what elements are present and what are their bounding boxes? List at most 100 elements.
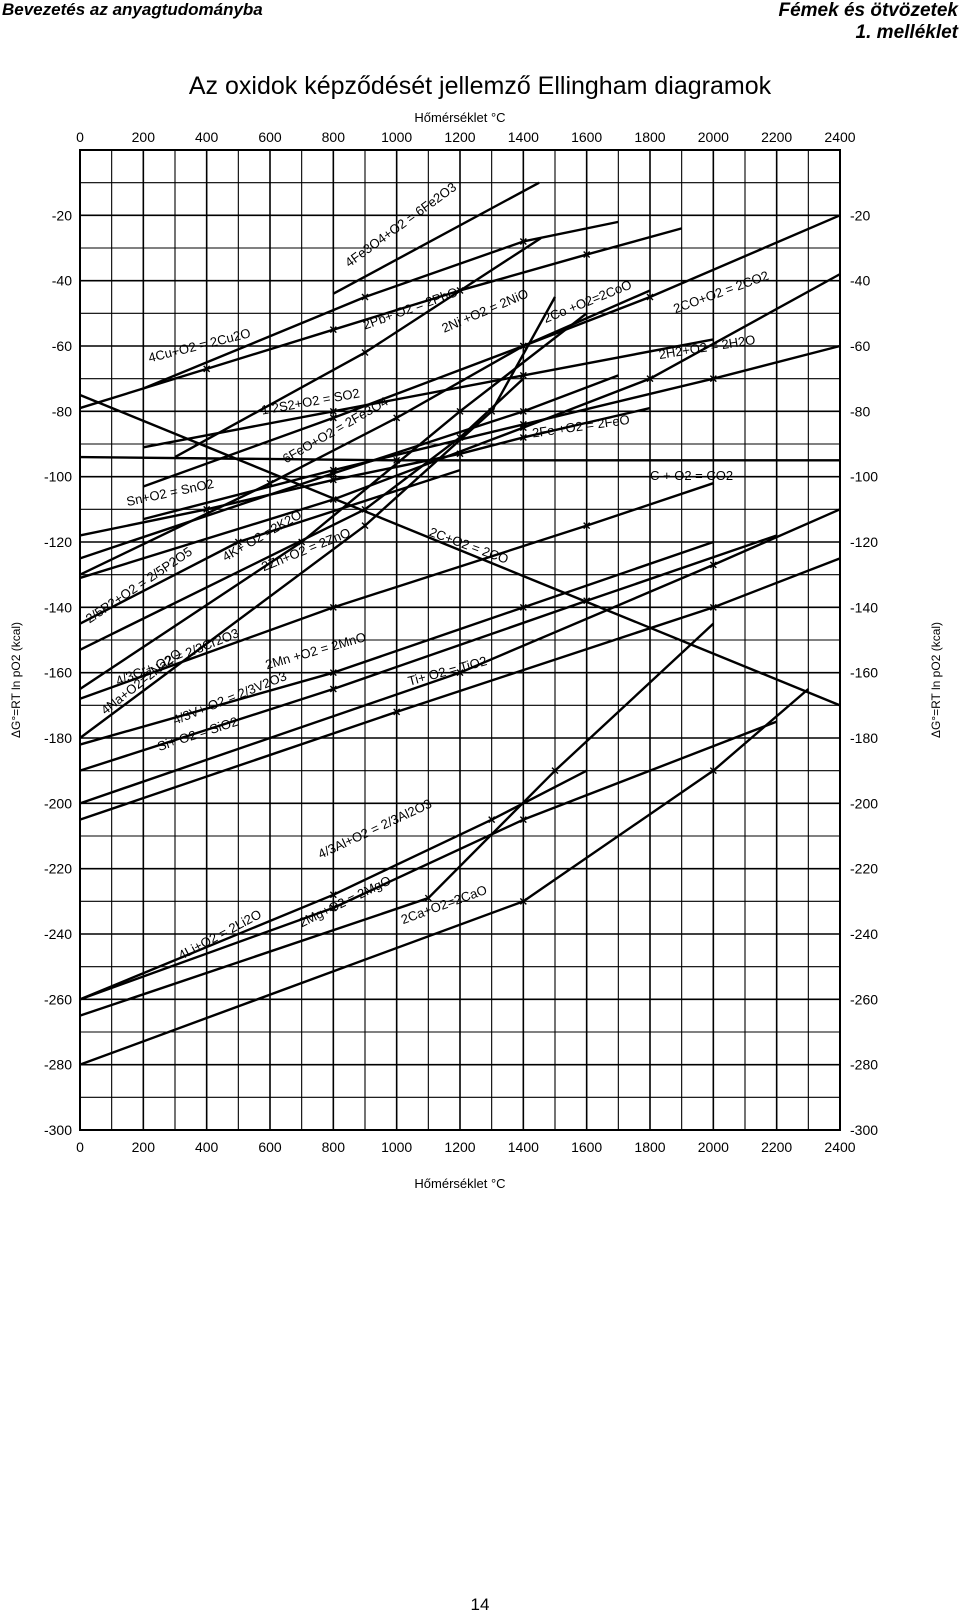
series-line	[79, 296, 557, 739]
series-label: 4Na+O2=2Na2O	[98, 646, 184, 718]
y-tick-label-left: -40	[52, 273, 72, 289]
transition-marker	[329, 603, 337, 611]
transition-marker	[519, 342, 527, 350]
transition-marker	[393, 708, 401, 716]
transition-marker	[583, 522, 591, 530]
x-tick-label-bottom: 1000	[381, 1139, 412, 1155]
y-tick-label-left: -20	[52, 207, 72, 223]
x-tick-label-bottom: 600	[258, 1139, 282, 1155]
transition-marker	[488, 816, 496, 824]
transition-marker	[456, 669, 464, 677]
transition-marker	[393, 414, 401, 422]
left-axis-label: ΔG°=RT ln pO2 (kcal)	[9, 622, 23, 738]
series-line	[79, 312, 588, 691]
y-tick-label-right: -20	[850, 207, 870, 223]
x-tick-label-top: 200	[132, 129, 156, 145]
transition-marker	[456, 450, 464, 458]
series-line	[79, 374, 619, 560]
y-tick-label-right: -100	[850, 469, 878, 485]
transition-marker	[551, 767, 559, 775]
x-tick-label-top: 2000	[698, 129, 729, 145]
y-tick-label-right: -240	[850, 926, 878, 942]
header-right-subtitle: 1. melléklet	[855, 22, 958, 43]
y-tick-label-left: -160	[44, 665, 72, 681]
bottom-axis-label: Hőmérséklet °C	[414, 1176, 505, 1191]
x-tick-label-top: 1200	[444, 129, 475, 145]
x-tick-label-top: 2200	[761, 129, 792, 145]
x-tick-label-top: 1000	[381, 129, 412, 145]
y-tick-label-right: -220	[850, 861, 878, 877]
series-line	[79, 557, 841, 821]
y-tick-label-right: -120	[850, 534, 878, 550]
series-label: 2/5P2+O2 = 2/5P2O5	[83, 544, 195, 626]
transition-marker	[361, 522, 369, 530]
series-line	[79, 720, 778, 1001]
series-line	[79, 377, 525, 651]
y-tick-label-left: -180	[44, 730, 72, 746]
transition-marker	[519, 371, 527, 379]
x-tick-label-bottom: 2000	[698, 1139, 729, 1155]
transition-marker	[361, 505, 369, 513]
series-label: 2C+O2 = 2CO	[427, 524, 510, 567]
transition-marker	[709, 767, 717, 775]
chart-series	[79, 181, 841, 1066]
transition-marker	[266, 479, 274, 487]
y-tick-label-left: -100	[44, 469, 72, 485]
x-tick-label-top: 0	[76, 129, 84, 145]
y-tick-label-left: -80	[52, 403, 72, 419]
transition-marker	[646, 293, 654, 301]
y-tick-label-right: -160	[850, 665, 878, 681]
series-line	[79, 508, 841, 805]
transition-marker	[361, 349, 369, 357]
transition-marker	[329, 891, 337, 899]
y-tick-label-left: -120	[44, 534, 72, 550]
x-tick-label-bottom: 1400	[508, 1139, 539, 1155]
x-tick-label-bottom: 2200	[761, 1139, 792, 1155]
x-tick-label-bottom: 1600	[571, 1139, 602, 1155]
transition-marker	[519, 237, 527, 245]
x-tick-label-bottom: 0	[76, 1139, 84, 1155]
transition-marker	[361, 293, 369, 301]
x-tick-label-top: 600	[258, 129, 282, 145]
y-tick-label-left: -300	[44, 1122, 72, 1138]
series-label: 2Fe +O2 = 2FeO	[531, 412, 630, 441]
series-line	[79, 393, 841, 707]
y-tick-label-right: -260	[850, 991, 878, 1007]
transition-marker	[329, 669, 337, 677]
x-tick-label-bottom: 800	[322, 1139, 346, 1155]
y-tick-label-left: -60	[52, 338, 72, 354]
header-left-title: Bevezetés az anyagtudományba	[2, 0, 263, 19]
transition-marker	[709, 375, 717, 383]
y-tick-label-left: -260	[44, 991, 72, 1007]
x-tick-label-top: 800	[322, 129, 346, 145]
x-tick-label-bottom: 400	[195, 1139, 219, 1155]
series-line	[142, 220, 619, 390]
transition-marker	[203, 505, 211, 513]
x-tick-label-top: 1600	[571, 129, 602, 145]
x-tick-label-top: 400	[195, 129, 219, 145]
series-line	[332, 181, 540, 295]
transition-marker	[329, 904, 337, 912]
transition-marker	[519, 433, 527, 441]
transition-marker	[709, 561, 717, 569]
series-line	[79, 406, 651, 537]
y-tick-label-left: -280	[44, 1057, 72, 1073]
series-line	[79, 622, 715, 1017]
transition-marker	[488, 407, 496, 415]
series-line	[79, 540, 714, 746]
y-tick-label-left: -140	[44, 599, 72, 615]
transition-marker	[456, 286, 464, 294]
y-tick-label-left: -220	[44, 861, 72, 877]
transition-marker	[329, 476, 337, 484]
transition-marker	[329, 414, 337, 422]
y-tick-label-right: -280	[850, 1057, 878, 1073]
y-tick-label-right: -180	[850, 730, 878, 746]
transition-marker	[519, 816, 527, 824]
transition-marker	[519, 603, 527, 611]
x-tick-label-bottom: 1800	[634, 1139, 665, 1155]
x-tick-label-bottom: 200	[132, 1139, 156, 1155]
transition-marker	[203, 365, 211, 373]
y-tick-label-right: -60	[850, 338, 870, 354]
x-tick-label-bottom: 2400	[824, 1139, 855, 1155]
